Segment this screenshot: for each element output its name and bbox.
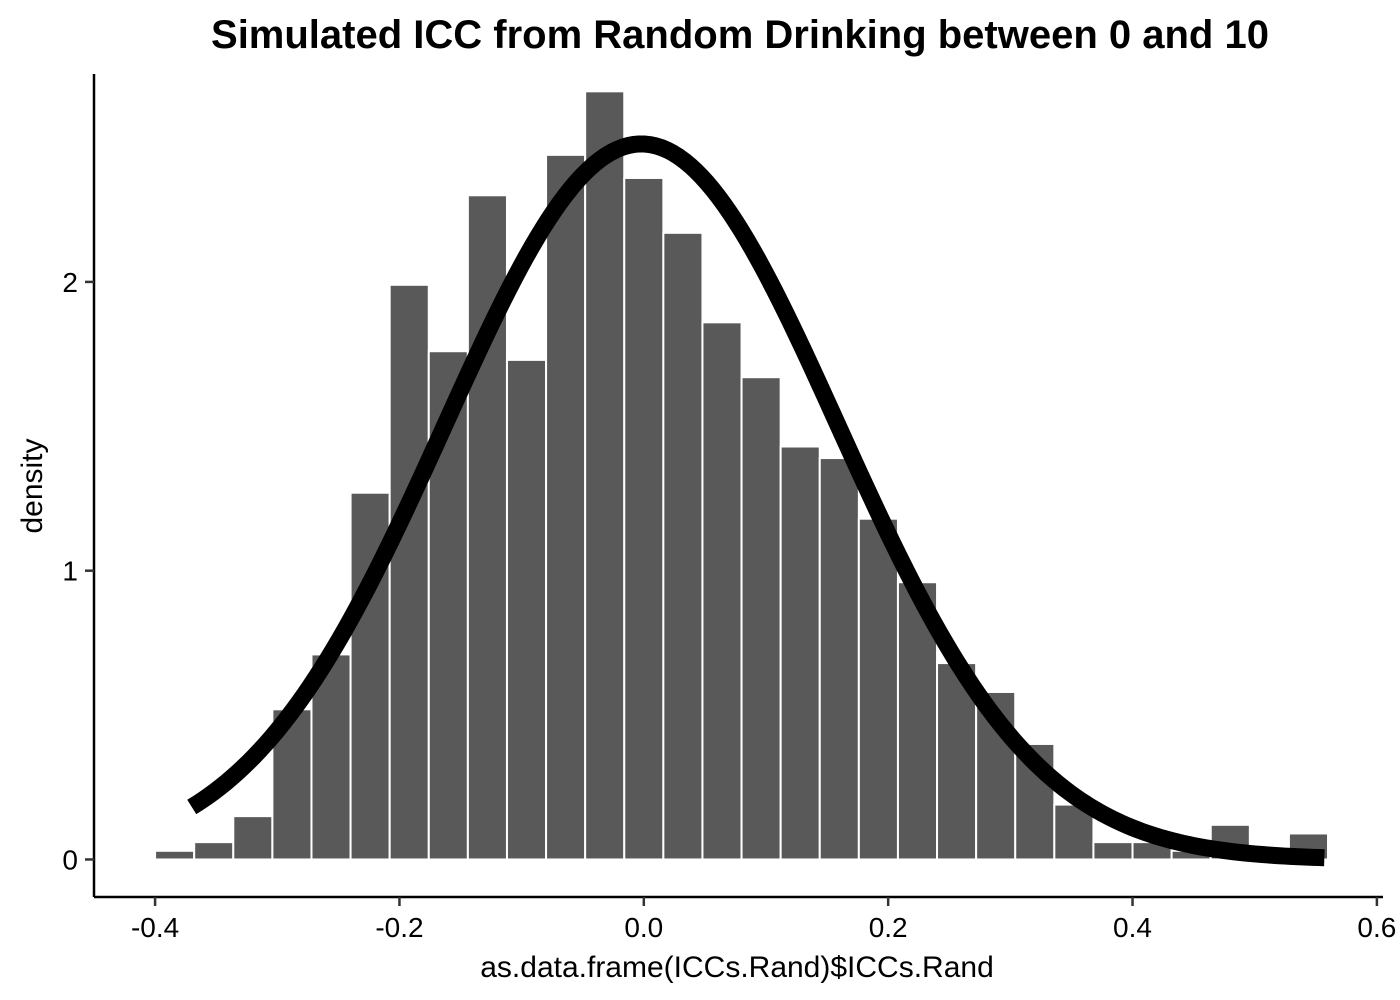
x-tick-label: 0.0 bbox=[624, 912, 663, 943]
histogram-bar-12 bbox=[623, 176, 665, 861]
ticks-group: -0.4 -0.2 0.0 0.2 0.4 0.6 0 1 2 bbox=[62, 267, 1396, 943]
histogram-bar-6 bbox=[388, 283, 430, 861]
histogram-bar-22 bbox=[1014, 742, 1056, 861]
y-tick-label: 0 bbox=[62, 844, 78, 875]
histogram-bar-17 bbox=[818, 457, 860, 861]
x-tick-label: 0.2 bbox=[869, 912, 908, 943]
histogram-bar-13 bbox=[662, 231, 704, 861]
x-tick-label: -0.4 bbox=[131, 912, 179, 943]
axes-group bbox=[92, 74, 1383, 899]
x-tick-label: 0.6 bbox=[1357, 912, 1396, 943]
histogram-bar-16 bbox=[779, 445, 821, 861]
histogram-bar-11 bbox=[584, 90, 626, 861]
histogram-bar-1 bbox=[193, 841, 235, 861]
density-curve-group bbox=[187, 135, 1328, 867]
chart-title: Simulated ICC from Random Drinking betwe… bbox=[211, 13, 1269, 57]
histogram-bar-9 bbox=[505, 358, 548, 861]
histogram-bar-0 bbox=[154, 849, 196, 861]
histogram-bar-10 bbox=[545, 153, 587, 861]
y-tick-label: 2 bbox=[62, 267, 78, 298]
density-curve bbox=[187, 135, 1328, 867]
x-tick-label: -0.2 bbox=[375, 912, 423, 943]
x-tick-label: 0.4 bbox=[1113, 912, 1152, 943]
histogram-bar-24 bbox=[1092, 841, 1134, 861]
y-tick-label: 1 bbox=[62, 556, 78, 587]
y-axis-label: density bbox=[16, 438, 49, 533]
histogram-bar-14 bbox=[701, 321, 743, 861]
histogram-bar-18 bbox=[857, 517, 899, 861]
x-axis-label: as.data.frame(ICCs.Rand)$ICCs.Rand bbox=[480, 951, 994, 984]
histogram-bar-2 bbox=[232, 815, 274, 861]
histogram-bar-15 bbox=[740, 376, 782, 861]
bars-group bbox=[154, 90, 1330, 861]
